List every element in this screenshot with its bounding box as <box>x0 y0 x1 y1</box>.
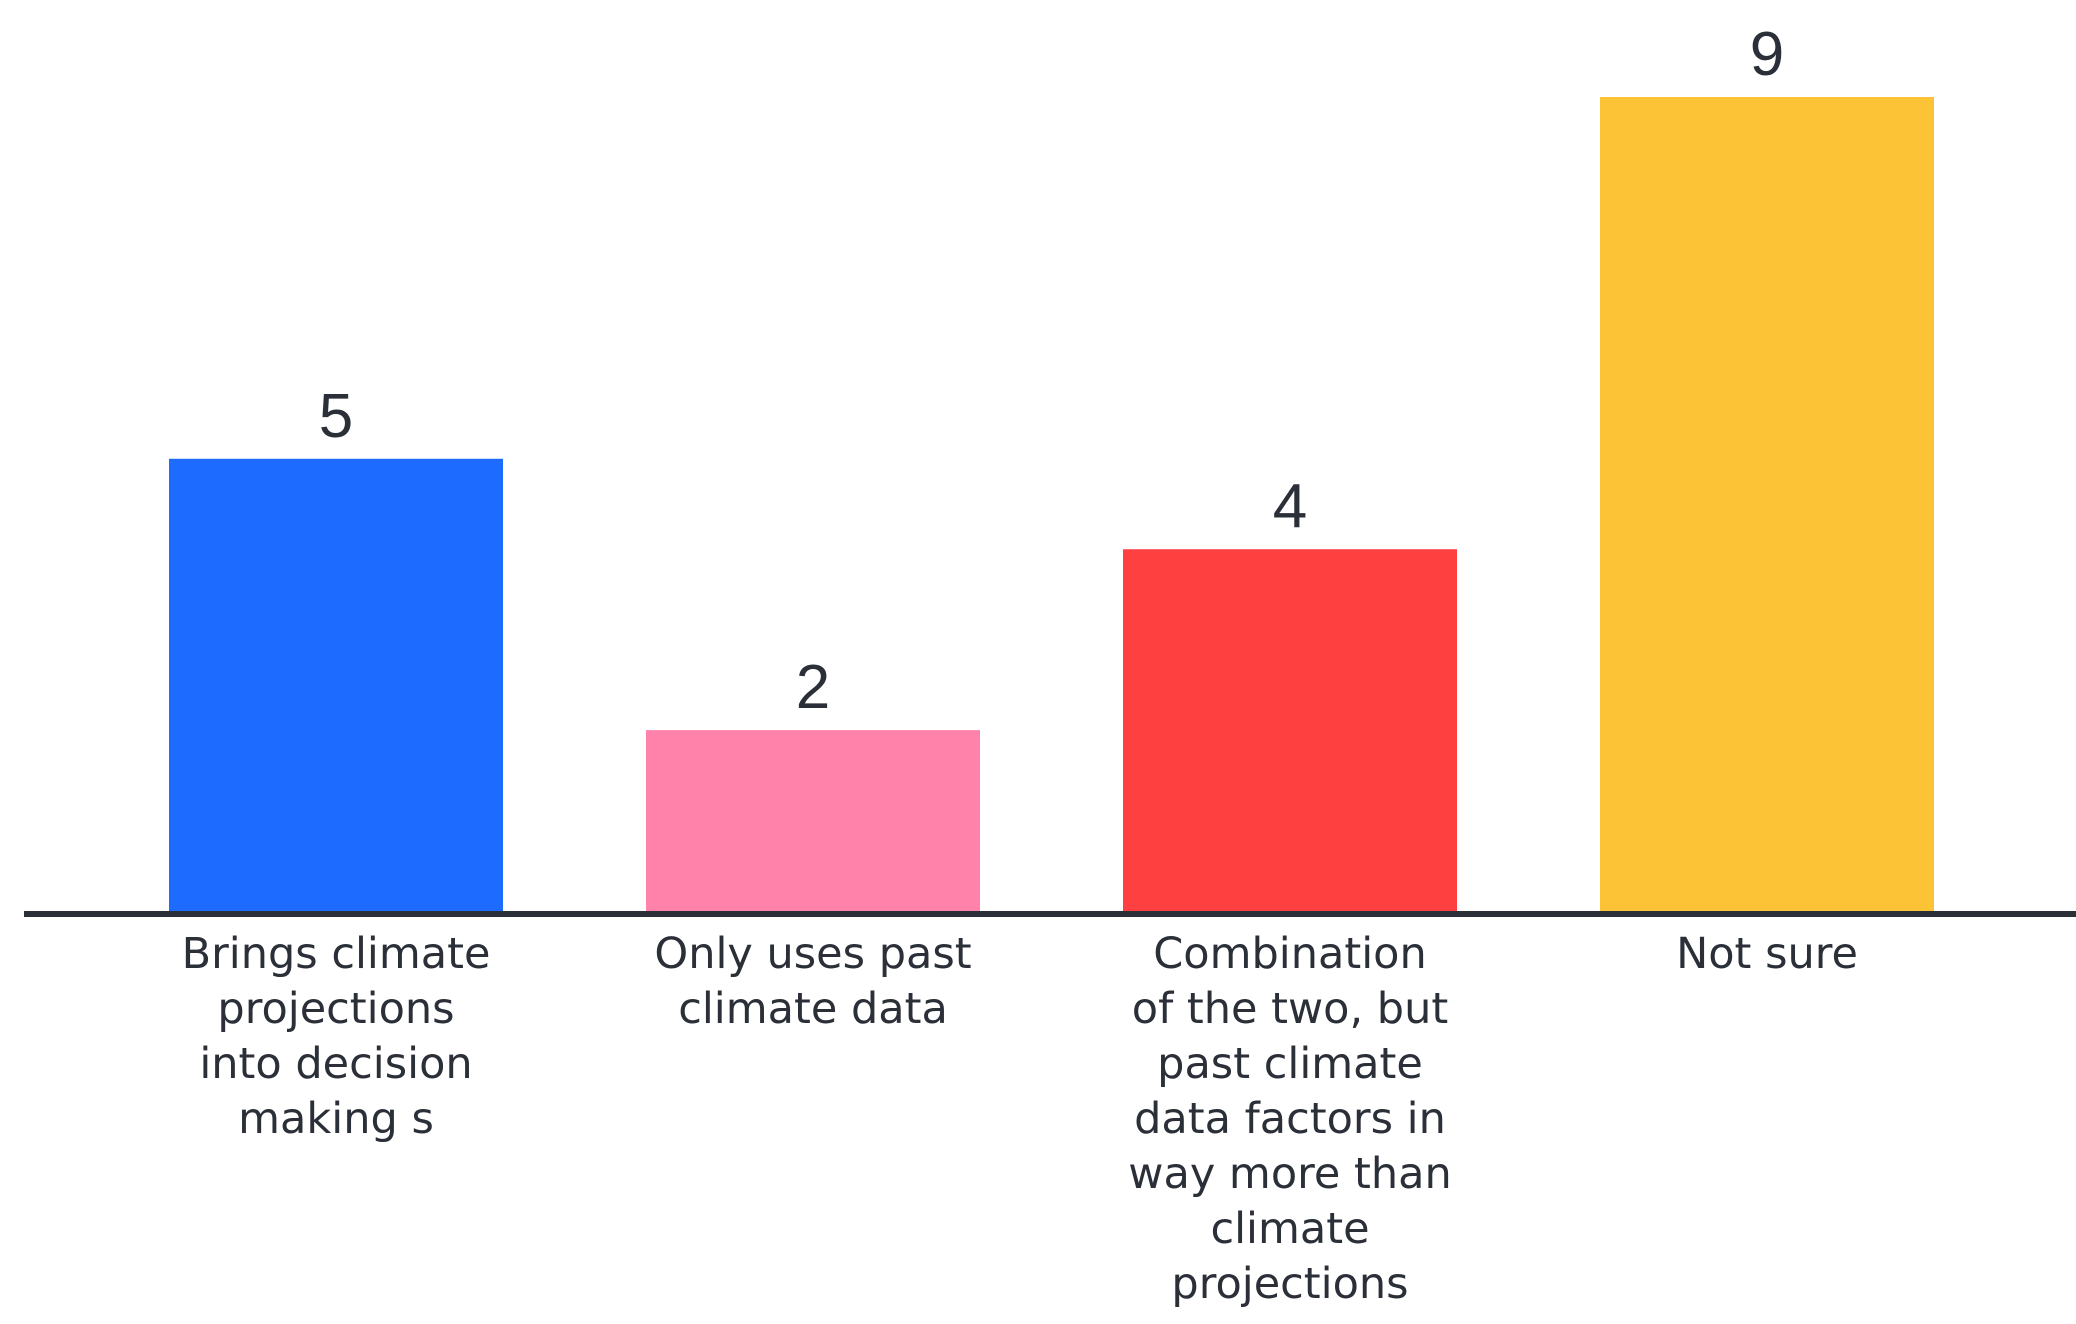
bar-2 <box>646 730 980 911</box>
bar-3 <box>1123 549 1457 911</box>
category-label-line: climate <box>1210 1204 1369 1254</box>
bar-1 <box>169 458 503 911</box>
bars-group <box>169 97 1934 911</box>
category-label-line: projections <box>1171 1259 1408 1309</box>
category-label-line: of the two, but <box>1132 984 1448 1034</box>
value-label-3: 4 <box>1273 472 1307 541</box>
category-label-line: Brings climate <box>182 929 491 979</box>
value-label-1: 5 <box>319 382 353 451</box>
category-label-line: Only uses past <box>654 929 971 979</box>
category-label-line: projections <box>217 984 454 1034</box>
value-label-2: 2 <box>796 653 830 722</box>
category-label-line: Not sure <box>1676 929 1858 979</box>
category-label-2: Only uses past climate data <box>654 929 971 1034</box>
category-label-1: Brings climate projections into decision ma… <box>182 929 491 1144</box>
category-labels-group: Brings climate projections into decision ma… <box>182 929 1858 1309</box>
category-label-line: climate data <box>678 984 948 1034</box>
category-label-4: Not sure <box>1676 929 1858 979</box>
category-label-line: past climate <box>1157 1039 1423 1089</box>
category-label-3: Combination of the two, but past climate da… <box>1128 929 1451 1309</box>
category-label-line: into decision <box>199 1039 472 1089</box>
value-labels-group: 5 2 4 9 <box>319 20 1784 722</box>
category-label-line: way more than <box>1128 1149 1451 1199</box>
bar-4 <box>1600 97 1934 911</box>
category-label-line: making s <box>238 1094 434 1144</box>
category-label-line: data factors in <box>1134 1094 1446 1144</box>
category-label-line: Combination <box>1153 929 1426 979</box>
value-label-4: 9 <box>1750 20 1784 89</box>
